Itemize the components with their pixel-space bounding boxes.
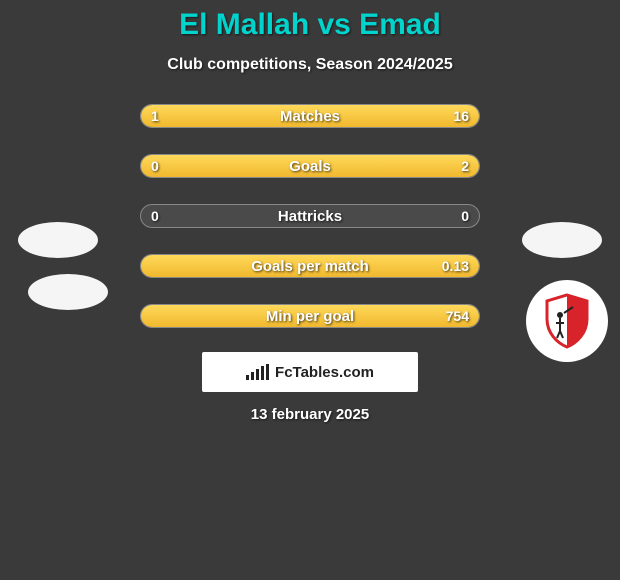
snapshot-date: 13 february 2025 (0, 406, 620, 423)
bar-fill-right (161, 105, 479, 127)
page-title: El Mallah vs Emad (0, 8, 620, 42)
bars-icon (246, 364, 269, 380)
stat-bar: 02Goals (140, 154, 480, 178)
stat-bar: 754Min per goal (140, 304, 480, 328)
stat-value-left: 0 (151, 205, 159, 227)
stat-bar: 0 0Hattricks (140, 204, 480, 228)
stat-row: 0.13Goals per match (0, 252, 620, 280)
stat-value-left: 1 (151, 105, 159, 127)
stat-row: 116Matches (0, 102, 620, 130)
stat-value-right: 2 (461, 155, 469, 177)
subtitle: Club competitions, Season 2024/2025 (0, 56, 620, 74)
comparison-card: El Mallah vs Emad Club competitions, Sea… (0, 0, 620, 423)
stat-bar: 0.13Goals per match (140, 254, 480, 278)
stat-bar: 116Matches (140, 104, 480, 128)
stat-value-right: 0.13 (442, 255, 469, 277)
stat-value-right: 16 (453, 105, 469, 127)
stat-row: 02Goals (0, 152, 620, 180)
stat-value-right: 0 (461, 205, 469, 227)
stat-value-left: 0 (151, 155, 159, 177)
bars-area: 116Matches02Goals00Hattricks0.13Goals pe… (0, 102, 620, 330)
bar-fill-right (141, 305, 479, 327)
stat-row: 0 0Hattricks (0, 202, 620, 230)
brand-text: FcTables.com (275, 364, 374, 381)
brand-badge[interactable]: FcTables.com (202, 352, 418, 392)
bar-fill-right (141, 255, 479, 277)
bar-fill-right (141, 155, 479, 177)
stat-row: 754Min per goal (0, 302, 620, 330)
stat-label: Hattricks (141, 205, 479, 227)
stat-value-right: 754 (446, 305, 469, 327)
